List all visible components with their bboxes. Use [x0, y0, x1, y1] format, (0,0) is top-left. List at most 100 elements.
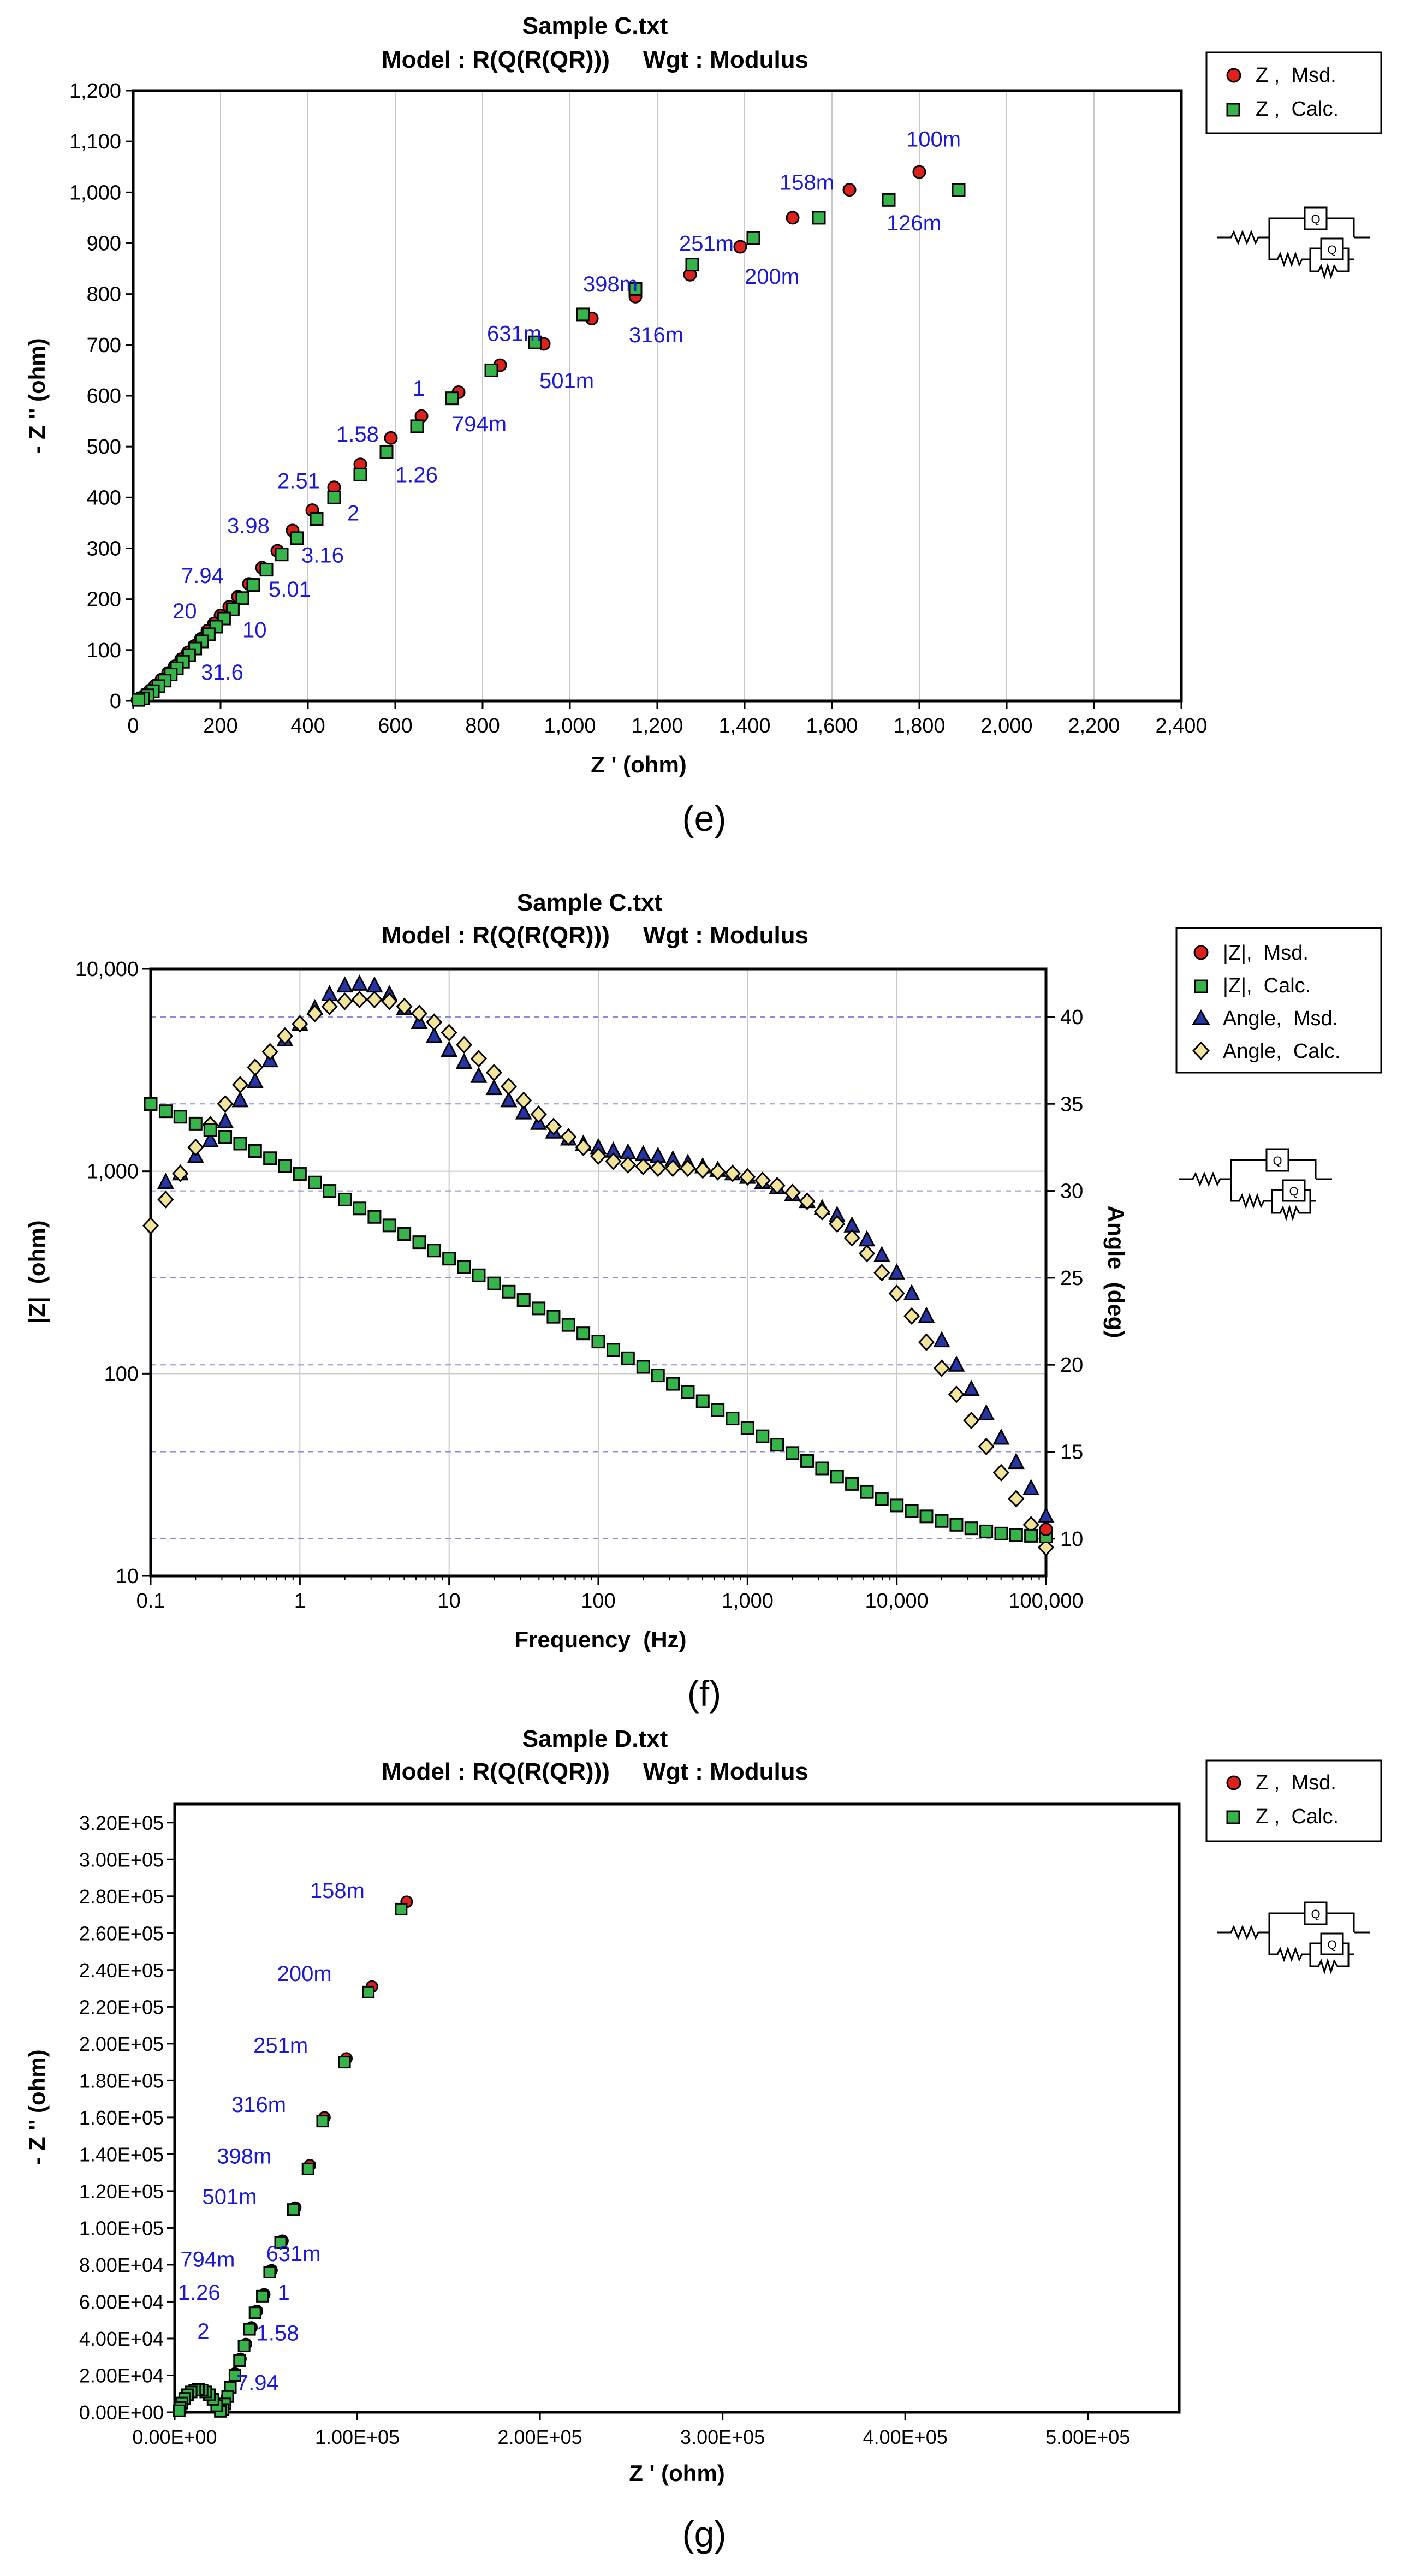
y-tick-label: 2.20E+05 [79, 1996, 164, 2018]
y-tick-label: 1.80E+05 [79, 2069, 164, 2092]
point-square [576, 1326, 591, 1341]
legend-g-msd: Z , Msd. [1256, 1771, 1336, 1794]
frequency-annotation: 31.6 [201, 661, 243, 685]
y-tick-label: 500 [87, 436, 121, 459]
point-triangle [858, 1230, 876, 1247]
point-diamond [992, 1463, 1010, 1482]
point-square [875, 1492, 889, 1506]
panel-g-caption: (g) [682, 2514, 727, 2554]
point-diamond [1037, 1538, 1055, 1556]
point-diamond [157, 1191, 174, 1209]
point-diamond [575, 1138, 592, 1157]
point-diamond [650, 1159, 667, 1177]
frequency-annotation: 316m [231, 2093, 286, 2117]
point-diamond [306, 1004, 323, 1022]
frequency-annotation: 1.26 [395, 463, 438, 487]
x-tick-label: 3.00E+05 [680, 2426, 765, 2448]
legend-marker-calc [1226, 103, 1240, 117]
panel-e-ticks: 0 200 400 600 800 1,000 1,200 1,400 1,600 1,800 2,… [69, 80, 1208, 737]
point-square [746, 231, 760, 245]
legend-marker-zmod-msd [1193, 945, 1209, 960]
point-square [726, 1412, 740, 1426]
point-diamond [217, 1095, 234, 1113]
point-square [636, 1360, 650, 1374]
point-diamond [500, 1078, 517, 1096]
point-diamond [948, 1385, 965, 1403]
frequency-annotation: 631m [487, 322, 542, 346]
point-diamond [456, 1036, 473, 1054]
point-square [316, 2115, 329, 2128]
legend-f-zmod-msd: |Z|, Msd. [1223, 942, 1309, 965]
frequency-annotation: 5.01 [269, 578, 311, 602]
point-square [327, 490, 341, 504]
point-square [845, 1477, 859, 1491]
frequency-annotation: 2 [197, 2319, 209, 2343]
point-diamond [187, 1138, 204, 1157]
frequency-annotation: 398m [217, 2144, 271, 2168]
x-tick-label: 1.00E+05 [315, 2426, 400, 2448]
panel-g-legend: Z , Msd. Z , Calc. [1205, 1759, 1382, 1842]
frequency-annotation: 501m [202, 2185, 257, 2209]
legend-g-calc: Z , Calc. [1256, 1805, 1339, 1828]
point-square [561, 1318, 575, 1332]
frequency-annotation: 1 [413, 377, 425, 401]
frequency-annotation: 158m [780, 171, 834, 195]
panel-g-ticks: 0.00E+00 1.00E+05 2.00E+05 3.00E+05 4.00E+05… [79, 1812, 1130, 2448]
point-triangle [157, 1173, 174, 1189]
panel-g: Sample D.txt Model : R(Q(R(QR))) Wgt : M… [24, 1726, 1382, 2554]
point-square [228, 2369, 241, 2382]
point-diamond [231, 1075, 249, 1094]
y-tick-label: 300 [87, 538, 121, 561]
point-square [248, 1144, 262, 1158]
panel-g-title: Sample D.txt [522, 1726, 668, 1752]
point-square [935, 1514, 949, 1528]
point-diamond [261, 1043, 278, 1061]
point-square [263, 2265, 276, 2278]
point-square [685, 258, 699, 272]
panel-e-subtitle: Model : R(Q(R(QR))) Wgt : Modulus [382, 46, 808, 73]
frequency-annotation: 2.51 [277, 469, 320, 493]
point-square [621, 1351, 635, 1365]
panel-e-caption: (e) [682, 798, 727, 838]
frequency-annotation: 7.94 [236, 2371, 279, 2395]
panel-e-legend: Z , Msd. Z , Calc. [1205, 51, 1382, 134]
y2-tick-label: 25 [1060, 1267, 1083, 1290]
point-square [308, 1175, 322, 1189]
y-tick-label: 2.80E+05 [79, 1885, 164, 1908]
frequency-annotation: 251m [253, 2034, 308, 2058]
point-square [651, 1369, 665, 1383]
point-square [259, 563, 274, 577]
y-tick-label: 900 [87, 233, 121, 255]
point-square [442, 1252, 456, 1266]
point-diamond [873, 1264, 890, 1282]
point-square [890, 1498, 904, 1513]
point-triangle [515, 1103, 532, 1120]
point-diamond [709, 1163, 726, 1181]
legend-marker-angle-calc [1192, 1041, 1210, 1061]
frequency-annotation: 631m [266, 2242, 321, 2266]
point-square [1024, 1528, 1038, 1543]
point-square [546, 1310, 561, 1324]
point-square [287, 2203, 300, 2216]
point-circle [733, 240, 747, 254]
panel-f-circuit [1178, 1148, 1333, 1219]
point-square [528, 335, 542, 349]
point-diamond [336, 992, 353, 1010]
point-square [362, 1985, 375, 1998]
y-tick-label: 10 [116, 1565, 139, 1588]
legend-e-calc: Z , Calc. [1256, 98, 1339, 121]
point-diamond [918, 1333, 935, 1351]
point-diamond [694, 1161, 711, 1179]
point-triangle [888, 1263, 906, 1280]
x-tick-label: 2.00E+05 [498, 2426, 582, 2448]
x-tick-label: 1,000 [722, 1590, 774, 1613]
y-tick-label: 8.00E+04 [79, 2254, 164, 2276]
point-square [964, 1521, 978, 1536]
point-square [290, 531, 304, 545]
y-tick-label: 3.20E+05 [79, 1812, 164, 1834]
point-triangle [246, 1072, 264, 1088]
panel-e: Sample C.txt Model : R(Q(R(QR))) Wgt : M… [24, 13, 1382, 838]
panel-g-subtitle: Model : R(Q(R(QR))) Wgt : Modulus [382, 1758, 808, 1785]
point-square [487, 1276, 501, 1290]
point-square [628, 282, 643, 296]
